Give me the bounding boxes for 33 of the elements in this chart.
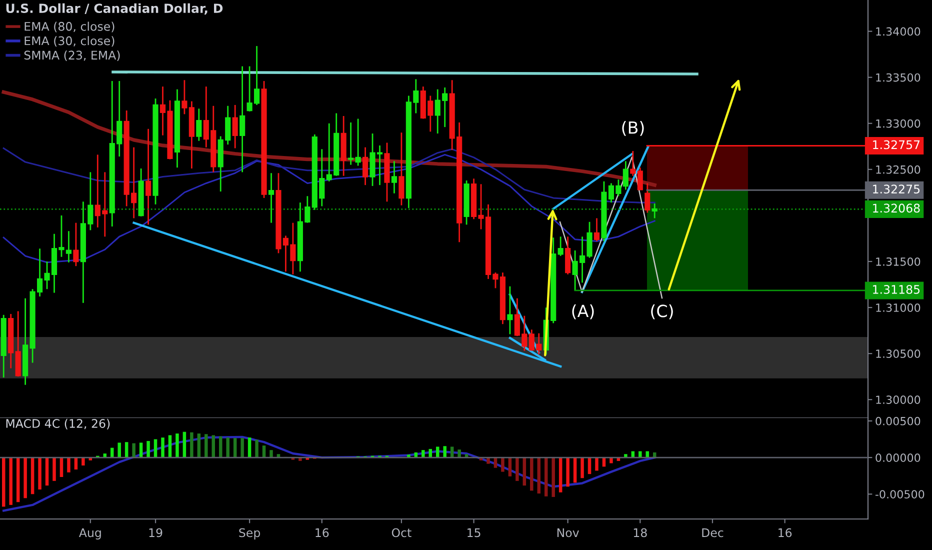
annotation: (B) bbox=[622, 120, 644, 136]
y-tick-label: 1.32500 bbox=[876, 165, 920, 174]
y-tick-label: 0.00500 bbox=[876, 416, 920, 426]
x-tick-label: Dec bbox=[702, 528, 724, 538]
y-tick-label: -0.00500 bbox=[875, 490, 924, 498]
annotation: (C) bbox=[651, 304, 673, 320]
x-tick-label: Oct bbox=[392, 528, 412, 538]
ref-line-label: 1.31185 bbox=[873, 284, 920, 294]
y-tick-label: 1.31000 bbox=[876, 303, 920, 312]
x-tick-label: 19 bbox=[149, 528, 162, 538]
chart-title: MACD 4C (12, 26) bbox=[6, 418, 110, 430]
ref-line-label: 1.32757 bbox=[873, 140, 920, 150]
chart-title: U.S. Dollar / Canadian Dollar, D bbox=[6, 3, 223, 15]
y-tick-label: 1.34000 bbox=[876, 27, 920, 36]
legend-label: EMA (30, close) bbox=[24, 36, 114, 47]
x-tick-label: Aug bbox=[78, 528, 101, 540]
x-tick-label: 18 bbox=[634, 528, 647, 538]
x-tick-label: Nov bbox=[557, 528, 579, 538]
x-tick-label: 15 bbox=[468, 528, 480, 538]
y-tick-label: 1.33000 bbox=[876, 119, 920, 128]
y-tick-label: 1.30500 bbox=[876, 350, 920, 358]
x-tick-label: 16 bbox=[316, 528, 329, 538]
ref-line-label: 1.32068 bbox=[873, 204, 920, 213]
x-tick-label: Sep bbox=[239, 528, 260, 540]
legend-label: SMMA (23, EMA) bbox=[24, 50, 120, 61]
annotation: (A) bbox=[572, 304, 594, 320]
ref-line-label: 1.32275 bbox=[873, 184, 920, 194]
y-tick-label: 1.30000 bbox=[876, 396, 920, 404]
y-tick-label: 0.00000 bbox=[876, 453, 920, 462]
y-tick-label: 1.31500 bbox=[876, 257, 920, 266]
x-tick-label: 16 bbox=[778, 528, 792, 538]
legend-label: EMA (80, close) bbox=[24, 22, 114, 32]
y-tick-label: 1.33500 bbox=[876, 73, 920, 82]
